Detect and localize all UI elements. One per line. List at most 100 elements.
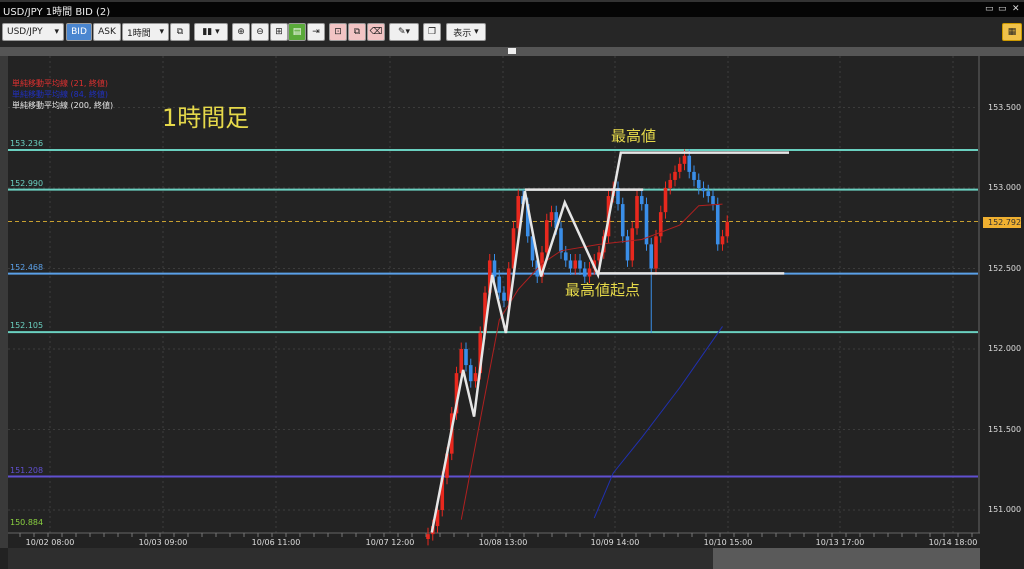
candle-body xyxy=(440,477,445,510)
candle-body xyxy=(625,236,630,261)
chart-type-button[interactable]: ▮▮ ▾ xyxy=(194,23,228,41)
zigzag-line xyxy=(430,151,789,533)
chevron-down-icon: ▾ xyxy=(54,27,59,37)
toolbar: USD/JPY ▾ BID ASK 1時間 ▾ ⧉ ▮▮ ▾ ⊕ ⊖ ⊞ ▤ ⇥ ⊡… xyxy=(0,17,1024,47)
candle-body xyxy=(658,212,663,237)
scroll-end-icon[interactable]: ⇥ xyxy=(307,23,325,41)
candle-body xyxy=(568,260,573,269)
level-label: 150.884 xyxy=(10,517,44,527)
time-tick-label: 10/14 18:00 xyxy=(928,538,978,547)
candle-body xyxy=(630,228,635,261)
time-tick-label: 10/10 15:00 xyxy=(703,538,753,547)
candle-body xyxy=(663,188,668,213)
scrollbar-thumb[interactable] xyxy=(508,48,516,54)
zoom-in-icon[interactable]: ⊕ xyxy=(232,23,250,41)
legend-sma200: 単純移動平均線 (200, 終値) xyxy=(12,101,114,110)
candle-body xyxy=(673,171,677,180)
candlestick-icon: ▮▮ ▾ xyxy=(202,27,220,37)
candle-body xyxy=(554,212,559,229)
candle-body xyxy=(573,260,578,269)
add-drawing-icon[interactable]: ⊡ xyxy=(329,23,347,41)
candle-body xyxy=(540,252,544,277)
candle-body xyxy=(701,188,706,192)
chart-annotation-title: 1時間足 xyxy=(162,104,250,132)
annotation-high: 最高値 xyxy=(611,127,657,145)
price-tick-label: 153.000 xyxy=(988,183,1022,192)
candle-body xyxy=(696,179,701,188)
layout-grid-icon[interactable]: ▦ xyxy=(1002,23,1022,41)
candle-body xyxy=(459,349,464,374)
candle-body xyxy=(468,365,473,382)
auto-scale-icon[interactable]: ▤ xyxy=(288,23,306,41)
time-tick-label: 10/02 08:00 xyxy=(25,538,75,547)
maximize-icon[interactable]: ▭ xyxy=(998,4,1007,14)
delete-drawing-icon[interactable]: ⌫ xyxy=(367,23,385,41)
grid-icon[interactable]: ⊞ xyxy=(270,23,288,41)
candle-body xyxy=(649,244,654,269)
candle-body xyxy=(597,252,601,261)
candle-body xyxy=(530,236,535,261)
candle-body xyxy=(487,260,492,293)
candle-body xyxy=(516,196,521,229)
candle-body xyxy=(578,260,582,269)
timeframe-select[interactable]: 1時間 ▾ xyxy=(122,23,169,41)
plot-area xyxy=(8,56,980,533)
candle-body xyxy=(492,260,497,277)
left-edge xyxy=(0,56,8,548)
candle-body xyxy=(559,228,563,253)
candle-body xyxy=(635,196,639,229)
candle-body xyxy=(483,292,487,333)
copy-drawing-icon[interactable]: ⧉ xyxy=(348,23,366,41)
time-tick-label: 10/08 13:00 xyxy=(478,538,528,547)
display-label: 表示 xyxy=(453,28,472,39)
candle-body xyxy=(682,155,687,164)
symbol-value: USD/JPY xyxy=(7,27,43,37)
level-label: 151.208 xyxy=(10,465,44,475)
chevron-down-icon: ▾ xyxy=(159,27,164,37)
candle-body xyxy=(544,220,549,253)
level-label: 153.236 xyxy=(10,139,44,148)
level-label: 152.105 xyxy=(10,321,44,331)
zoom-out-icon[interactable]: ⊖ xyxy=(251,23,269,41)
window-icon[interactable]: ❐ xyxy=(423,23,441,41)
candle-body xyxy=(668,179,673,188)
level-label: 152.468 xyxy=(10,262,44,272)
window-title: USD/JPY 1時間 BID (2) xyxy=(3,7,111,18)
candle-body xyxy=(454,373,459,414)
display-menu-button[interactable]: 表示 ▾ xyxy=(446,23,486,41)
candle-body xyxy=(587,268,592,277)
time-tick-label: 10/06 11:00 xyxy=(251,538,301,547)
time-tick-label: 10/07 12:00 xyxy=(365,538,415,547)
minimize-icon[interactable]: ▭ xyxy=(985,4,994,14)
pen-icon: ✎▾ xyxy=(397,27,411,37)
timeframe-value: 1時間 xyxy=(127,28,151,39)
ask-button[interactable]: ASK xyxy=(93,23,121,41)
candle-body xyxy=(711,196,715,205)
candle-body xyxy=(706,191,711,197)
price-tick-label: 153.500 xyxy=(988,102,1022,112)
candle-body xyxy=(720,236,725,245)
candle-body xyxy=(677,163,682,172)
candle-body xyxy=(692,171,696,180)
navigator-selection[interactable] xyxy=(713,548,980,569)
candle-body xyxy=(511,228,516,269)
candle-body xyxy=(478,332,483,374)
price-tick-label: 151.000 xyxy=(988,505,1022,514)
price-chart[interactable] xyxy=(0,56,1024,548)
time-tick-label: 10/09 14:00 xyxy=(590,538,640,547)
bid-button[interactable]: BID xyxy=(66,23,92,41)
candle-body xyxy=(464,349,468,366)
candle-body xyxy=(639,196,644,205)
close-icon[interactable]: ✕ xyxy=(1012,4,1020,14)
candle-body xyxy=(620,204,625,237)
sma84-line xyxy=(593,326,723,519)
candle-body xyxy=(426,534,430,539)
link-icon[interactable]: ⧉ xyxy=(170,23,190,41)
candle-body xyxy=(563,252,568,261)
time-tick-label: 10/03 09:00 xyxy=(138,538,188,547)
price-tick-label: 152.500 xyxy=(988,263,1022,273)
candle-body xyxy=(725,221,730,237)
symbol-select[interactable]: USD/JPY ▾ xyxy=(2,23,64,41)
pen-tool-button[interactable]: ✎▾ xyxy=(389,23,419,41)
candle-body xyxy=(687,155,692,172)
